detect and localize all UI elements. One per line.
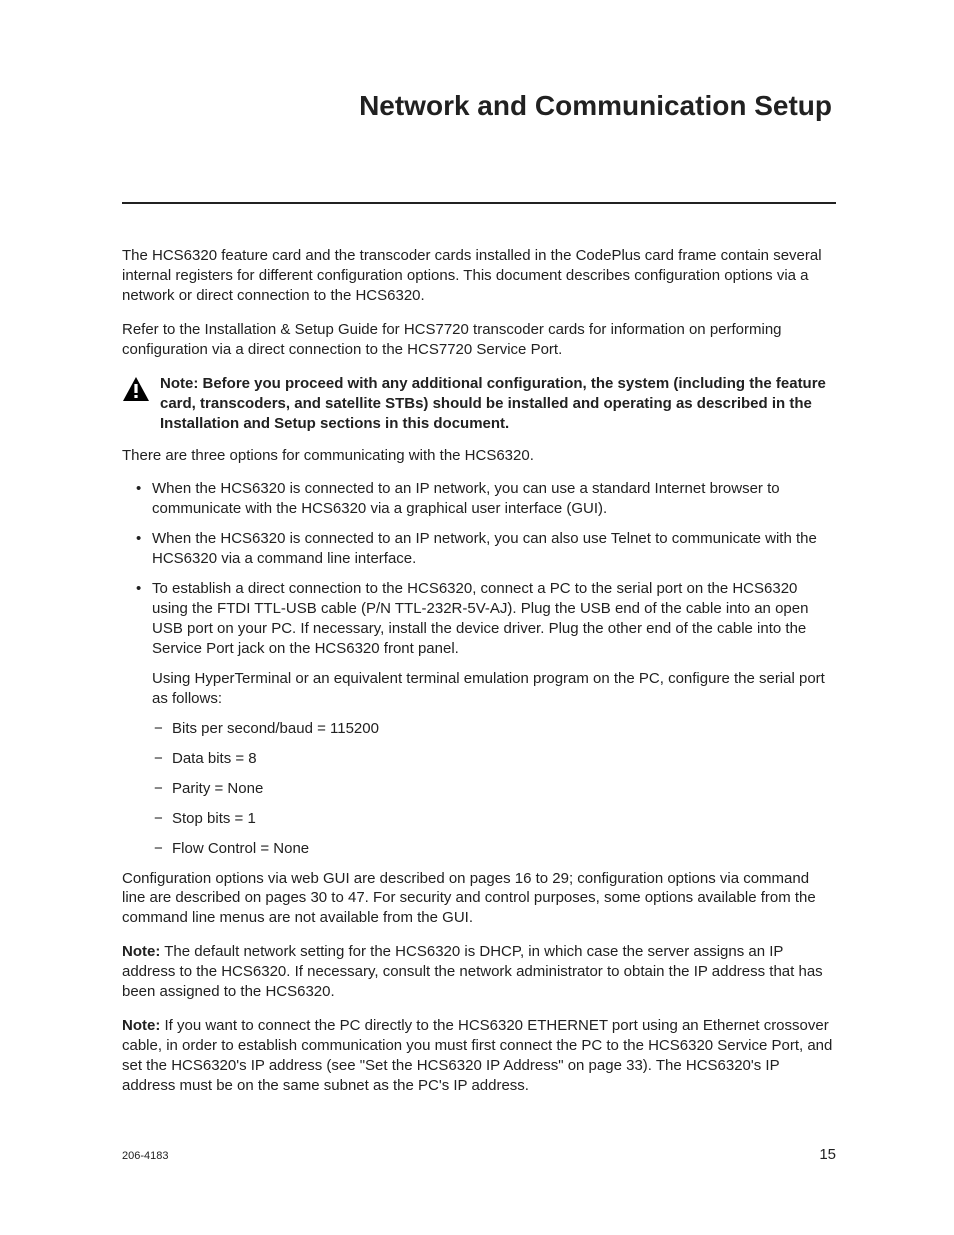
paragraph-intro-2: Refer to the Installation & Setup Guide … — [122, 320, 836, 360]
paragraph-options-intro: There are three options for communicatin… — [122, 446, 836, 466]
page: Network and Communication Setup The HCS6… — [0, 0, 954, 1235]
note-label: Note: — [122, 943, 160, 960]
list-item-extra: Using HyperTerminal or an equivalent ter… — [152, 669, 836, 709]
page-number: 15 — [819, 1146, 836, 1163]
list-item: When the HCS6320 is connected to an IP n… — [122, 479, 836, 519]
paragraph-intro-1: The HCS6320 feature card and the transco… — [122, 246, 836, 306]
serial-settings-list: Bits per second/baud = 115200 Data bits … — [152, 719, 836, 859]
title-rule — [122, 202, 836, 204]
list-item-text: When the HCS6320 is connected to an IP n… — [152, 480, 780, 517]
warning-icon — [122, 376, 150, 407]
dash-item: Parity = None — [152, 779, 836, 799]
options-list: When the HCS6320 is connected to an IP n… — [122, 479, 836, 858]
dash-item: Stop bits = 1 — [152, 809, 836, 829]
dash-item: Bits per second/baud = 115200 — [152, 719, 836, 739]
paragraph-config-pages: Configuration options via web GUI are de… — [122, 869, 836, 929]
note-dhcp: Note: The default network setting for th… — [122, 942, 836, 1002]
list-item: To establish a direct connection to the … — [122, 579, 836, 858]
page-footer: 206-4183 15 — [122, 1146, 836, 1163]
dash-item: Data bits = 8 — [152, 749, 836, 769]
dash-item: Flow Control = None — [152, 839, 836, 859]
note-label: Note: — [122, 1017, 160, 1034]
note-ethernet: Note: If you want to connect the PC dire… — [122, 1016, 836, 1096]
warning-note: Note: Before you proceed with any additi… — [122, 374, 836, 434]
list-item-text: To establish a direct connection to the … — [152, 580, 808, 657]
note-body: If you want to connect the PC directly t… — [122, 1017, 832, 1094]
list-item: When the HCS6320 is connected to an IP n… — [122, 529, 836, 569]
page-title: Network and Communication Setup — [122, 90, 836, 122]
list-item-text: When the HCS6320 is connected to an IP n… — [152, 530, 817, 567]
warning-text: Note: Before you proceed with any additi… — [160, 374, 836, 434]
note-body: The default network setting for the HCS6… — [122, 943, 823, 1000]
doc-number: 206-4183 — [122, 1150, 169, 1162]
